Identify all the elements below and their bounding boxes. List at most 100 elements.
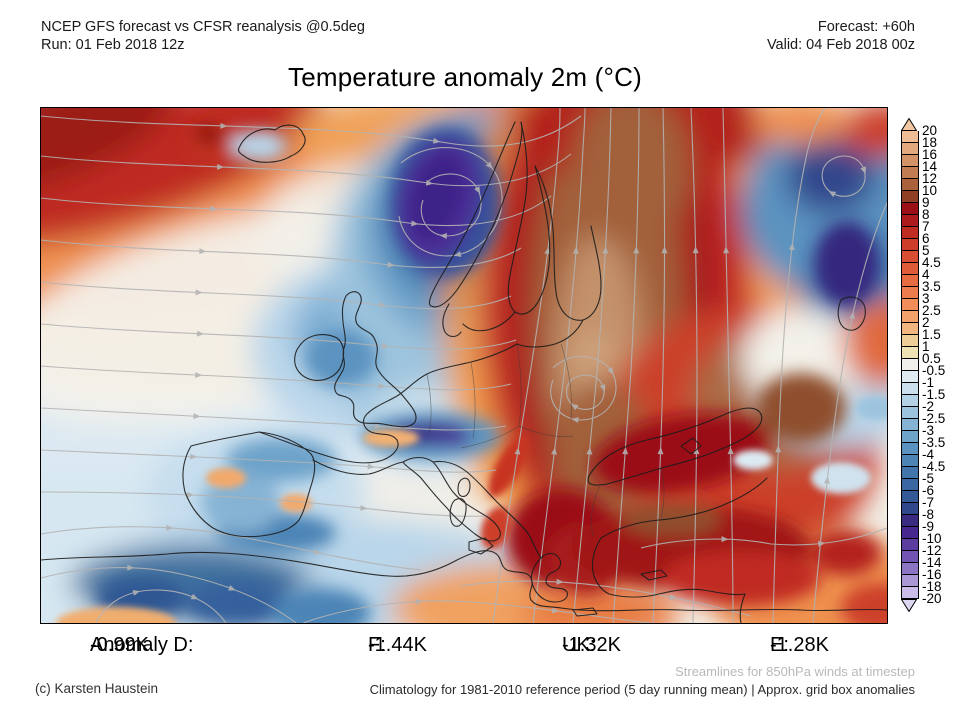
streamline-arrow-icon: [602, 246, 609, 254]
colorbar-tick-label: 6: [922, 231, 930, 246]
streamline-arrow-icon: [551, 607, 560, 614]
colorbar-cell: -0.5: [902, 363, 945, 383]
colorbar-tick-label: -14: [922, 555, 942, 570]
colorbar-tick-label: -6: [922, 483, 935, 498]
colorbar-cell: -6: [902, 483, 934, 503]
streamline-arrow-icon: [721, 536, 729, 543]
colorbar-tick-label: -12: [922, 543, 942, 558]
streamline-arrow-icon: [817, 540, 826, 547]
colorbar-cell: 1: [902, 339, 930, 359]
streamline-arrow-icon: [374, 423, 382, 430]
colorbar-tick-label: -1: [922, 375, 935, 390]
colorbar-cell: -1: [902, 375, 934, 395]
colorbar-tick-label: -9: [922, 519, 935, 534]
streamline-arrow-icon: [360, 504, 368, 511]
streamline-arrow-icon: [220, 122, 228, 129]
streamline-arrow-icon: [485, 161, 493, 169]
colorbar-cell: 14: [902, 159, 937, 179]
page-title: Temperature anomaly 2m (°C): [288, 62, 642, 92]
colorbar-tick-label: -10: [922, 531, 942, 546]
colorbar-tick-label: 7: [922, 219, 930, 234]
streamline-arrow-icon: [860, 166, 867, 174]
header-left: NCEP GFS forecast vs CFSR reanalysis @0.…: [41, 18, 365, 54]
streamline-arrow-icon: [551, 447, 558, 455]
colorbar-triangle-up: [901, 118, 917, 131]
streamline-arrow-icon: [693, 447, 700, 455]
colorbar-cell: -8: [902, 507, 934, 527]
colorbar-cell: 2: [902, 315, 930, 335]
colorbar-cells: 20 18 16 14 12 10 9 8 7 6 5 4.5 4 3.5 3 2.5 2 1.5 1 0.5 -0.5…: [901, 123, 945, 606]
streamline-arrow-icon: [474, 186, 481, 194]
climatology-note: Climatology for 1981-2010 reference peri…: [369, 682, 915, 697]
streamline-arrow-icon: [544, 246, 551, 255]
colorbar-tick-label: 4.5: [922, 255, 941, 270]
colorbar-tick-label: -8: [922, 507, 935, 522]
colorbar-tick-label: -2.5: [922, 411, 946, 426]
colorbar-cell: -16: [902, 567, 942, 587]
coastlines-layer: [41, 121, 887, 623]
colorbar-cell: -14: [902, 555, 942, 575]
streamline-arrow-icon: [199, 248, 207, 255]
colorbar: 20 18 16 14 12 10 9 8 7 6 5 4.5 4 3.5 3 2.5 2 1.5 1 0.5 -0.5…: [901, 118, 945, 612]
colorbar-cell: -7: [902, 495, 934, 515]
anomaly-field: [41, 108, 887, 623]
streamline-arrow-icon: [572, 246, 579, 254]
colorbar-cell: 3.5: [902, 279, 941, 299]
colorbar-tick-label: 8: [922, 207, 930, 222]
colorbar-tick-label: 2: [922, 315, 930, 330]
colorbar-tick-label: 5: [922, 243, 930, 258]
colorbar-tick-label: 4: [922, 267, 930, 282]
colorbar-cell: 5: [902, 243, 930, 263]
streamline-arrow-icon: [556, 578, 564, 585]
colorbar-cell: 18: [902, 135, 937, 155]
colorbar-tick-label: 12: [922, 171, 938, 186]
colorbar-cell: -2.5: [902, 411, 945, 431]
colorbar-cell: -10: [902, 531, 942, 551]
colorbar-cell: 1.5: [902, 327, 941, 347]
colorbar-cell: 2.5: [902, 303, 941, 323]
colorbar-tick-label: -0.5: [922, 363, 946, 378]
streamline-arrow-icon: [828, 191, 837, 198]
map-canvas: [41, 108, 887, 623]
colorbar-tick-label: 3: [922, 291, 930, 306]
streamline-arrow-icon: [570, 403, 579, 411]
streamline-arrow-icon: [657, 447, 664, 455]
run-line: Run: 01 Feb 2018 12z: [41, 37, 185, 53]
streamline-arrow-icon: [195, 289, 203, 296]
colorbar-cell: 10: [902, 183, 937, 203]
colorbar-cell: 20: [902, 123, 937, 143]
colorbar-cell: 4.5: [902, 255, 941, 275]
streamline-arrow-icon: [622, 447, 629, 455]
streamline-arrow-icon: [727, 447, 734, 455]
streamline-arrow-icon: [210, 205, 218, 212]
colorbar-tick-label: -4.5: [922, 459, 946, 474]
streamline-arrow-icon: [411, 220, 419, 227]
streamline-arrow-icon: [415, 598, 423, 605]
colorbar-cell: -3: [902, 423, 934, 443]
colorbar-tick-label: -4: [922, 447, 935, 462]
streamline-arrow-icon: [775, 445, 782, 453]
colorbar-tick-label: -16: [922, 567, 942, 582]
colorbar-tick-label: -7: [922, 495, 935, 510]
forecast-line: Forecast: +60h: [817, 19, 915, 35]
streamline-arrow-icon: [823, 476, 830, 484]
colorbar-triangle-down: [901, 599, 917, 612]
streamline-arrow-icon: [633, 246, 640, 254]
streamline-arrow-icon: [692, 246, 699, 254]
streamline-arrow-icon: [599, 384, 606, 392]
map-frame: [40, 107, 888, 624]
streamline-arrow-icon: [723, 246, 730, 254]
colorbar-cell: 7: [902, 219, 930, 239]
colorbar-tick-label: -1.5: [922, 387, 946, 402]
streamline-arrow-icon: [661, 246, 668, 254]
colorbar-cell: 9: [902, 195, 930, 215]
colorbar-tick-label: -18: [922, 579, 942, 594]
streamline-arrow-icon: [514, 447, 521, 455]
colorbar-cell: -4: [902, 447, 934, 467]
colorbar-tick-label: -2: [922, 399, 935, 414]
colorbar-tick-label: 14: [922, 159, 938, 174]
streamline-arrow-icon: [195, 371, 203, 378]
colorbar-cell: 16: [902, 147, 937, 167]
streamline-arrow-icon: [669, 594, 677, 600]
